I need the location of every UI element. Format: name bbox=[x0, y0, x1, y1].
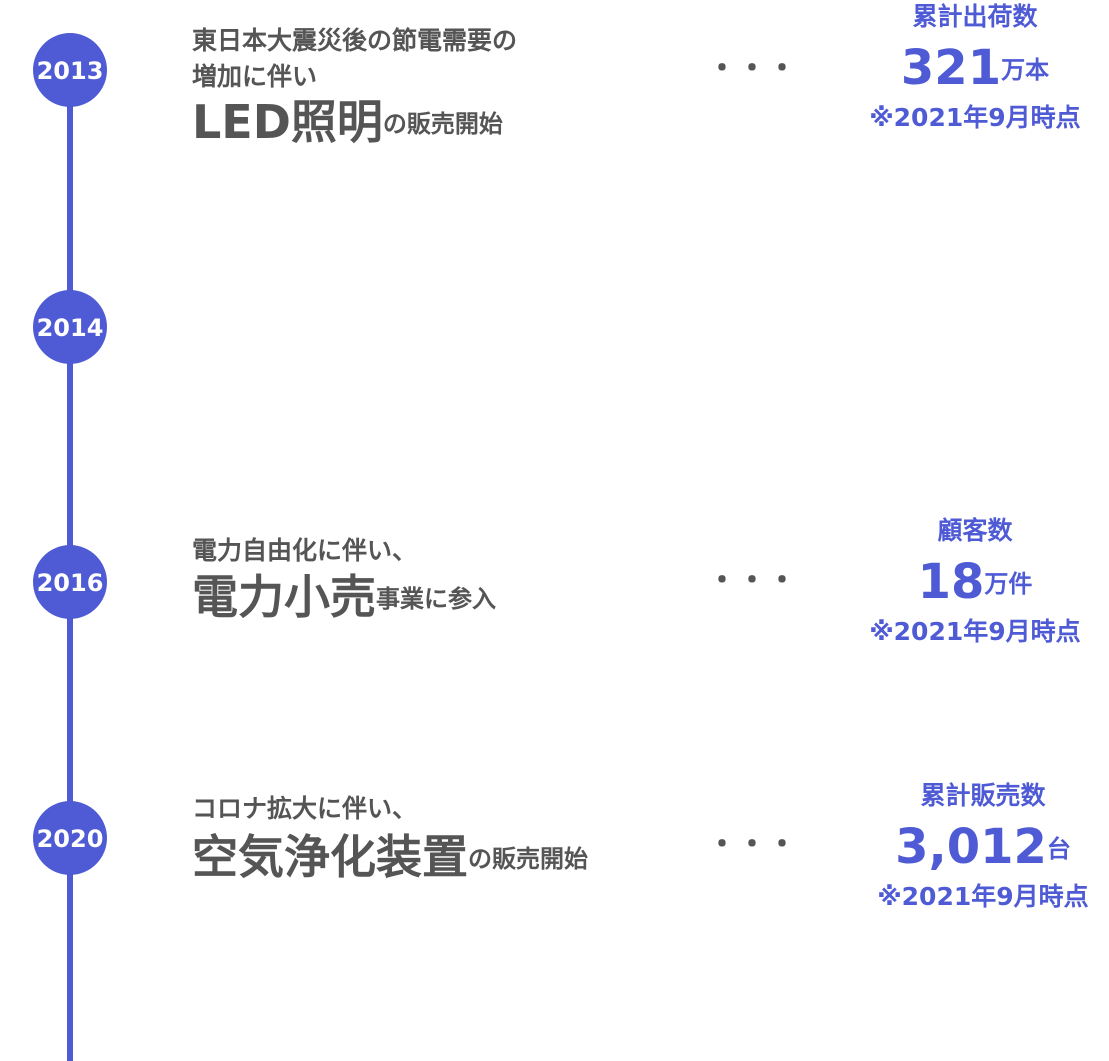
stat-number: 321 bbox=[901, 40, 1001, 96]
headline-highlight: 電力小売 bbox=[192, 570, 376, 624]
headline-rest: の販売開始 bbox=[468, 845, 588, 873]
stat-note: ※2021年9月時点 bbox=[869, 617, 1080, 646]
year-marker bbox=[33, 545, 107, 619]
connector: ・・・ bbox=[707, 564, 797, 599]
connector: ・・・ bbox=[707, 52, 797, 87]
description: 電力自由化に伴い、 bbox=[192, 536, 417, 565]
year-label: 2016 bbox=[37, 569, 104, 597]
stat-unit: 万本 bbox=[1001, 56, 1049, 84]
stat-value: 18万件 bbox=[918, 554, 1033, 610]
year-marker bbox=[33, 33, 107, 107]
stat-label: 累計販売数 bbox=[920, 781, 1046, 810]
stat-note: ※2021年9月時点 bbox=[869, 103, 1080, 132]
headline: 空気浄化装置の販売開始 bbox=[192, 830, 588, 884]
headline: 電力小売事業に参入 bbox=[192, 570, 496, 624]
description: 増加に伴い bbox=[192, 62, 317, 91]
stat-value: 321万本 bbox=[901, 40, 1049, 96]
description: コロナ拡大に伴い、 bbox=[192, 794, 417, 823]
stat-value: 3,012台 bbox=[895, 819, 1071, 875]
year-label: 2020 bbox=[37, 825, 104, 853]
stat-note: ※2021年9月時点 bbox=[877, 882, 1088, 911]
description: 東日本大震災後の節電需要の bbox=[192, 26, 517, 55]
year-marker bbox=[33, 801, 107, 875]
headline-rest: 事業に参入 bbox=[376, 585, 496, 613]
stat-unit: 台 bbox=[1047, 835, 1071, 863]
stat-number: 18 bbox=[918, 554, 985, 610]
year-label: 2014 bbox=[37, 314, 104, 342]
headline-rest: の販売開始 bbox=[383, 110, 503, 138]
year-marker bbox=[33, 290, 107, 364]
year-label: 2013 bbox=[37, 57, 104, 85]
headline: LED照明の販売開始 bbox=[192, 95, 503, 149]
stat-number: 3,012 bbox=[895, 819, 1047, 875]
stat-label: 顧客数 bbox=[937, 516, 1013, 545]
headline-highlight: 空気浄化装置 bbox=[192, 830, 468, 884]
headline-highlight: LED照明 bbox=[192, 95, 383, 149]
stat-unit: 万件 bbox=[984, 570, 1032, 598]
stat-label: 累計出荷数 bbox=[912, 2, 1038, 31]
connector: ・・・ bbox=[707, 828, 797, 863]
